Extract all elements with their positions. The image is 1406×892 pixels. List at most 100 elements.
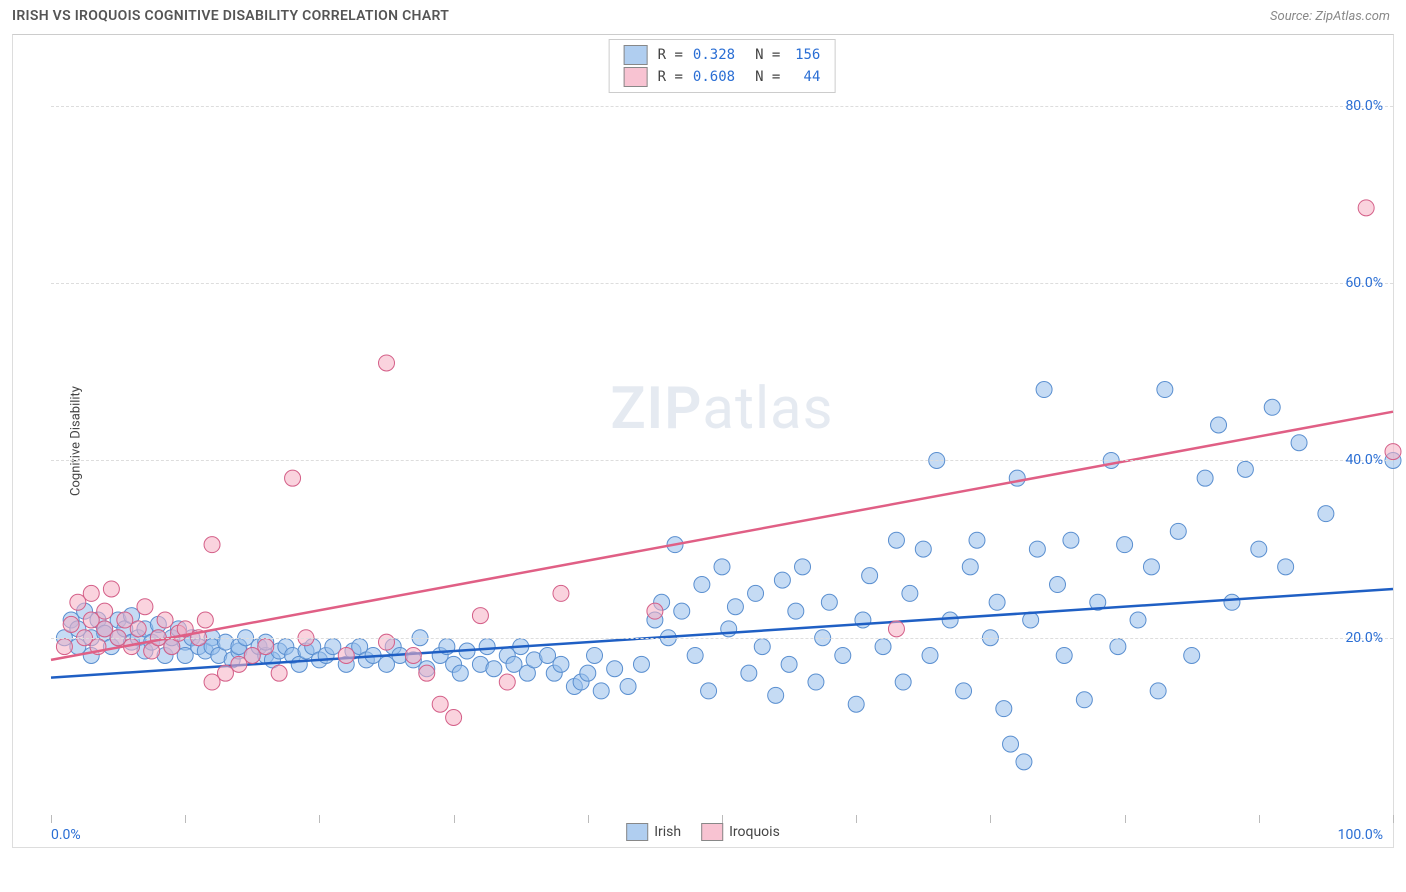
data-point [848,696,864,712]
data-point [271,665,287,681]
legend-n-value: 44 [790,69,820,85]
data-point [593,683,609,699]
legend-swatch [626,823,648,841]
data-point [587,647,603,663]
data-point [553,585,569,601]
data-point [137,599,153,615]
data-point [902,585,918,601]
data-point [130,621,146,637]
scatter-svg [51,35,1393,815]
x-tick-mark [856,815,857,823]
data-point [989,594,1005,610]
x-tick-mark [722,815,723,823]
data-point [1150,683,1166,699]
data-point [633,656,649,672]
data-point [1003,736,1019,752]
legend-r-label: R = [658,47,683,63]
series-legend-item: Iroquois [701,823,780,841]
data-point [694,577,710,593]
data-point [1143,559,1159,575]
data-point [962,559,978,575]
data-point [714,559,730,575]
x-tick-mark [1393,815,1394,823]
data-point [1009,470,1025,486]
legend-swatch [624,45,648,65]
x-tick-mark [990,815,991,823]
legend-swatch [701,823,723,841]
data-point [956,683,972,699]
data-point [620,678,636,694]
data-point [499,674,515,690]
data-point [888,532,904,548]
y-tick-label: 80.0% [1345,98,1383,114]
data-point [788,603,804,619]
data-point [1063,532,1079,548]
series-legend-label: Iroquois [729,824,780,840]
data-point [835,647,851,663]
x-tick-mark [1259,815,1260,823]
legend-r-label: R = [658,69,683,85]
x-tick-mark [319,815,320,823]
data-point [338,647,354,663]
y-tick-label: 60.0% [1345,275,1383,291]
data-point [1076,692,1092,708]
legend-r-value: 0.328 [693,47,735,63]
data-point [774,572,790,588]
data-point [1291,435,1307,451]
data-point [1278,559,1294,575]
plot-area: ZIPatlas R =0.328N =156R =0.608N =44 20.… [51,35,1393,815]
chart-title: IRISH VS IROQUOIS COGNITIVE DISABILITY C… [12,8,449,24]
regression-line [51,412,1393,660]
data-point [1184,647,1200,663]
gridline [51,283,1393,284]
data-point [405,647,421,663]
data-point [1385,444,1401,460]
data-point [83,585,99,601]
data-point [1211,417,1227,433]
data-point [922,647,938,663]
data-point [1029,541,1045,557]
data-point [1264,399,1280,415]
series-legend-item: Irish [626,823,681,841]
data-point [432,696,448,712]
gridline [51,460,1393,461]
data-point [748,585,764,601]
legend-r-value: 0.608 [693,69,735,85]
data-point [197,612,213,628]
legend-swatch [624,67,648,87]
data-point [157,612,173,628]
data-point [768,687,784,703]
x-tick-mark [185,815,186,823]
data-point [808,674,824,690]
x-axis-min-label: 0.0% [51,827,81,843]
data-point [1117,537,1133,553]
legend-n-label: N = [755,69,780,85]
data-point [379,634,395,650]
data-point [1050,577,1066,593]
gridline [51,638,1393,639]
series-legend: Irish Iroquois [626,823,780,841]
data-point [1170,523,1186,539]
data-point [446,710,462,726]
data-point [1197,470,1213,486]
data-point [553,656,569,672]
x-tick-mark [51,815,52,823]
data-point [63,616,79,632]
data-point [1251,541,1267,557]
chart-header: IRISH VS IROQUOIS COGNITIVE DISABILITY C… [0,0,1406,28]
legend-n-value: 156 [790,47,820,63]
data-point [969,532,985,548]
data-point [862,568,878,584]
data-point [1358,200,1374,216]
data-point [1016,754,1032,770]
data-point [1130,612,1146,628]
data-point [888,621,904,637]
data-point [647,603,663,619]
correlation-legend-row: R =0.328N =156 [624,44,821,66]
data-point [895,674,911,690]
y-tick-label: 40.0% [1345,452,1383,468]
x-tick-mark [588,815,589,823]
x-axis-max-label: 100.0% [1338,827,1383,843]
data-point [942,612,958,628]
data-point [727,599,743,615]
